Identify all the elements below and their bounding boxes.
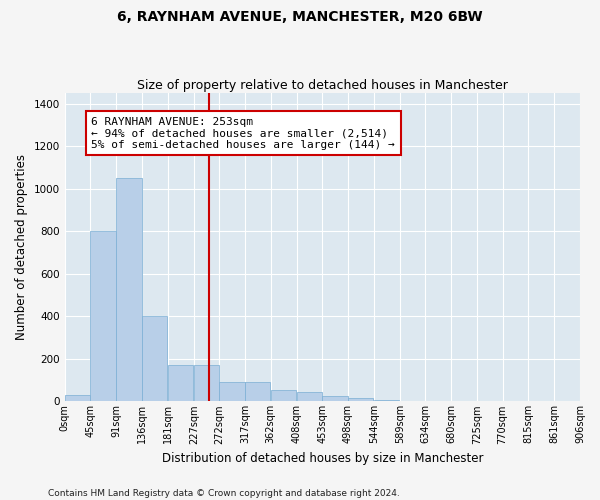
Text: 6 RAYNHAM AVENUE: 253sqm
← 94% of detached houses are smaller (2,514)
5% of semi: 6 RAYNHAM AVENUE: 253sqm ← 94% of detach… xyxy=(91,116,395,150)
Bar xyxy=(65,395,90,402)
Bar xyxy=(220,382,245,402)
Bar xyxy=(142,316,167,402)
Bar xyxy=(271,390,296,402)
Bar xyxy=(194,366,219,402)
Title: Size of property relative to detached houses in Manchester: Size of property relative to detached ho… xyxy=(137,79,508,92)
Text: Contains HM Land Registry data © Crown copyright and database right 2024.: Contains HM Land Registry data © Crown c… xyxy=(48,488,400,498)
Bar xyxy=(90,232,116,402)
X-axis label: Distribution of detached houses by size in Manchester: Distribution of detached houses by size … xyxy=(161,452,483,465)
Bar xyxy=(348,398,373,402)
Bar xyxy=(297,392,322,402)
Bar xyxy=(374,400,400,402)
Bar xyxy=(116,178,142,402)
Text: 6, RAYNHAM AVENUE, MANCHESTER, M20 6BW: 6, RAYNHAM AVENUE, MANCHESTER, M20 6BW xyxy=(117,10,483,24)
Y-axis label: Number of detached properties: Number of detached properties xyxy=(15,154,28,340)
Bar xyxy=(167,366,193,402)
Bar xyxy=(322,396,347,402)
Bar xyxy=(245,382,270,402)
